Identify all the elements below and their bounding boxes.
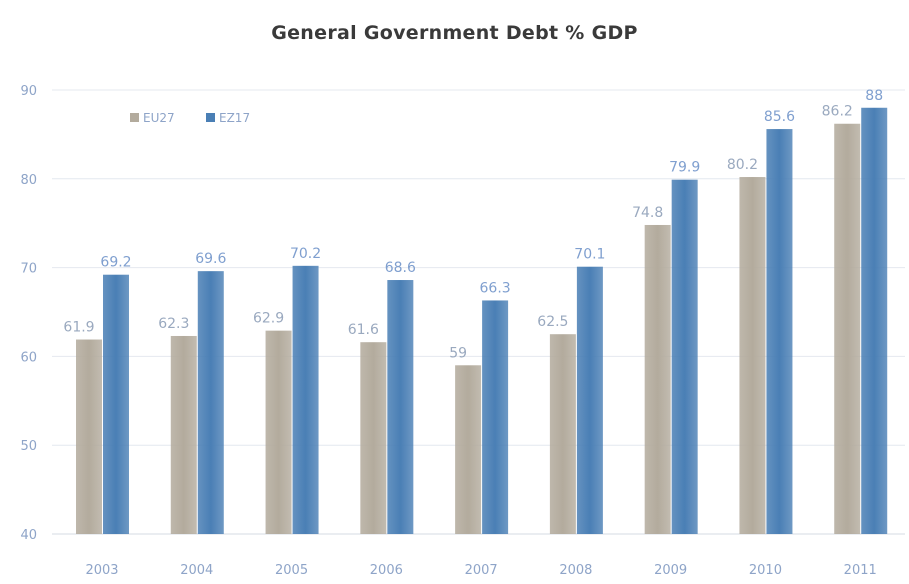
data-label-eu27-2009: 74.8 [632,205,663,221]
y-tick-label-60: 60 [20,350,37,365]
y-tick-label-90: 90 [20,84,37,99]
x-tick-label-2003: 2003 [85,563,118,578]
data-label-ez17-2007: 66.3 [480,280,511,296]
data-label-eu27-2003: 61.9 [63,320,94,336]
bar-ez17-2003 [103,274,129,534]
bar-eu27-2009 [644,224,671,534]
bar-ez17-2011 [861,107,888,534]
data-label-eu27-2004: 62.3 [158,316,189,332]
y-tick-label-40: 40 [20,528,37,543]
data-label-ez17-2005: 70.2 [290,246,321,262]
bar-ez17-2004 [197,271,224,534]
bar-ez17-2005 [292,265,319,534]
data-label-eu27-2011: 86.2 [822,104,853,120]
bar-eu27-2010 [739,177,766,535]
y-tick-label-70: 70 [20,262,37,277]
x-tick-label-2008: 2008 [559,563,592,578]
bar-eu27-2008 [549,334,576,534]
bar-eu27-2003 [76,339,102,534]
legend-label-eu27: EU27 [143,111,175,125]
data-label-eu27-2006: 61.6 [348,322,379,338]
y-tick-label-80: 80 [20,173,37,188]
bar-ez17-2010 [766,129,793,534]
data-label-ez17-2004: 69.6 [195,251,226,267]
data-label-ez17-2003: 69.2 [100,255,131,271]
x-tick-label-2011: 2011 [844,563,877,578]
chart-title: General Government Debt % GDP [271,22,638,44]
data-label-eu27-2010: 80.2 [727,157,758,173]
x-tick-label-2005: 2005 [275,563,308,578]
x-tick-label-2010: 2010 [749,563,782,578]
x-tick-label-2004: 2004 [180,563,213,578]
data-label-ez17-2010: 85.6 [764,109,795,125]
x-tick-label-2007: 2007 [465,563,498,578]
data-label-ez17-2006: 68.6 [385,260,416,276]
bar-ez17-2006 [387,280,414,534]
data-label-eu27-2007: 59 [449,345,467,361]
legend-label-ez17: EZ17 [219,111,250,125]
bar-eu27-2004 [170,335,197,534]
x-tick-label-2006: 2006 [370,563,403,578]
bar-eu27-2007 [455,365,482,534]
data-label-ez17-2009: 79.9 [669,160,700,176]
bar-eu27-2005 [265,330,292,534]
bar-ez17-2009 [671,179,698,535]
data-label-eu27-2008: 62.5 [537,314,568,330]
data-label-ez17-2011: 88 [865,88,883,104]
x-tick-label-2009: 2009 [654,563,687,578]
bar-eu27-2011 [834,123,861,534]
bar-ez17-2007 [482,300,509,534]
bar-ez17-2008 [576,266,603,534]
data-label-ez17-2008: 70.1 [574,247,605,263]
bar-eu27-2006 [360,342,387,534]
data-label-eu27-2005: 62.9 [253,311,284,327]
legend-swatch-ez17 [206,113,215,122]
legend-swatch-eu27 [130,113,139,122]
y-tick-label-50: 50 [20,439,37,454]
